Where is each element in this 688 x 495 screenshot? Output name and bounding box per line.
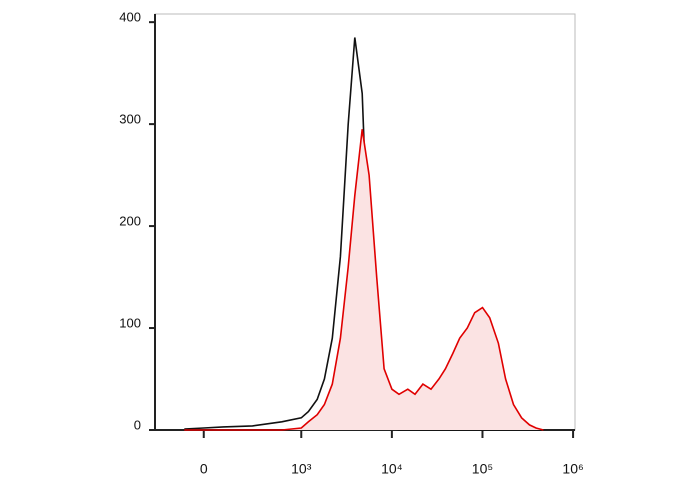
x-tick-label: 10⁵ xyxy=(472,461,493,477)
y-tick-label: 400 xyxy=(119,10,141,25)
x-tick-label: 10³ xyxy=(291,461,312,477)
histogram-area xyxy=(184,129,544,430)
x-tick-label: 10⁴ xyxy=(381,461,403,477)
x-tick-label: 10⁶ xyxy=(562,461,583,477)
histogram-line xyxy=(184,129,544,431)
y-tick-label: 200 xyxy=(119,214,141,229)
y-tick-label: 0 xyxy=(134,417,141,432)
y-tick-label: 300 xyxy=(119,112,141,127)
x-tick-label: 0 xyxy=(200,461,208,477)
y-tick-label: 100 xyxy=(119,315,141,330)
